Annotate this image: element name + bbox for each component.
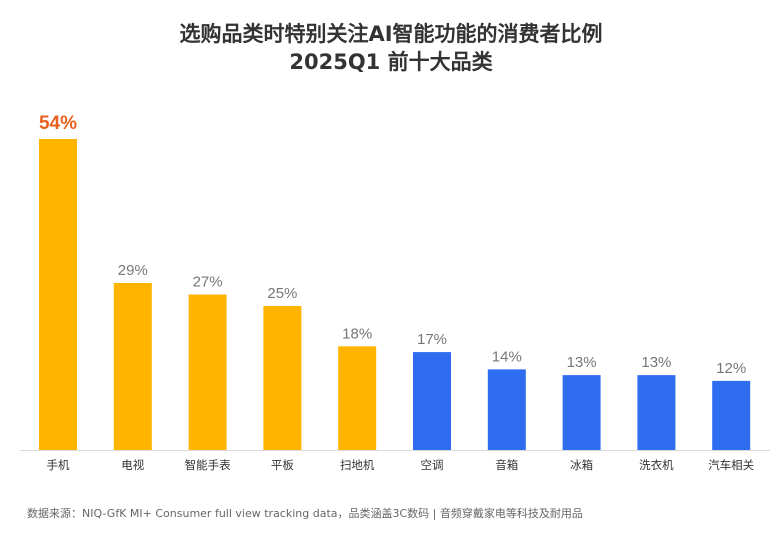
x-tick-label: 洗衣机 [639,458,674,472]
data-label: 18% [342,325,372,342]
bar [487,369,526,450]
x-tick-label: 平板 [271,458,294,472]
bar [188,294,227,450]
data-label: 12% [716,360,746,377]
bar [338,346,377,450]
data-label: 17% [417,331,447,348]
x-tick-label: 扫地机 [340,458,375,472]
bar [712,380,751,450]
bar [413,352,451,450]
x-tick-label: 智能手表 [185,458,231,472]
x-tick-label: 汽车相关 [708,458,754,472]
chart-subtitle: 2025Q1 前十大品类 [289,50,493,74]
data-label: 25% [267,285,297,302]
data-label: 27% [193,274,223,291]
data-label: 29% [118,262,148,279]
bar [562,375,601,450]
bar [113,282,152,450]
data-label: 54% [39,113,77,134]
x-tick-label: 空调 [421,458,444,472]
bar [39,139,77,450]
data-label: 13% [641,354,671,371]
x-tick-label: 电视 [121,458,144,472]
x-tick-label: 冰箱 [570,458,593,472]
source-note: 数据来源：NIQ-GfK MI+ Consumer full view trac… [27,507,583,520]
chart-title: 选购品类时特别关注AI智能功能的消费者比例 [179,22,603,46]
data-label: 14% [492,348,522,365]
bar [637,375,676,450]
x-tick-label: 音箱 [495,458,518,472]
x-tick-label: 手机 [47,458,70,472]
data-label: 13% [567,354,597,371]
bar [263,306,302,450]
